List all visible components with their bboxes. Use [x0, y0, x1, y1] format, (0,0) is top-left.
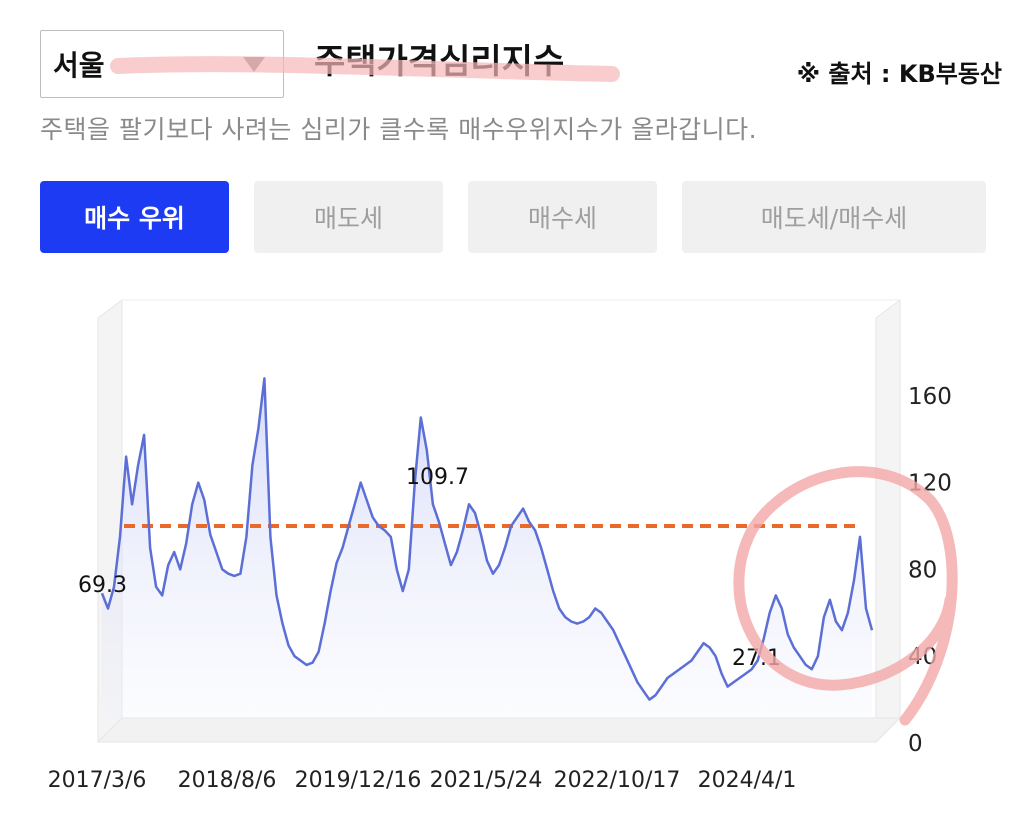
tab-buy-dominance[interactable]: 매수 우위	[40, 181, 229, 253]
x-tick-label: 2018/8/6	[178, 768, 277, 793]
y-tick-label: 80	[908, 557, 937, 583]
source-note: ※ 출처 : KB부동산	[796, 60, 1002, 88]
series-line	[100, 377, 874, 701]
y-tick-label: 0	[908, 731, 923, 757]
title-underline-mark	[110, 56, 620, 82]
x-tick-label: 2019/12/16	[295, 768, 422, 793]
tab-buy[interactable]: 매수세	[468, 181, 657, 253]
x-tick-label: 2017/3/6	[48, 768, 147, 793]
series-area	[102, 378, 872, 719]
data-label: 109.7	[406, 465, 469, 490]
tab-bar: 매수 우위 매도세 매수세 매도세/매수세	[0, 181, 1026, 253]
y-tick-label: 160	[908, 384, 952, 410]
page-subtitle: 주택을 팔기보다 사려는 심리가 클수록 매수우위지수가 올라갑니다.	[40, 115, 758, 144]
tab-sell-buy[interactable]: 매도세/매수세	[682, 181, 986, 253]
region-select-value: 서울	[53, 49, 105, 82]
x-tick-label: 2024/4/1	[698, 768, 797, 793]
highlight-circle	[733, 466, 958, 726]
data-label: 69.3	[78, 573, 127, 598]
x-tick-label: 2022/10/17	[554, 768, 681, 793]
x-tick-label: 2021/5/24	[430, 768, 543, 793]
tab-sell[interactable]: 매도세	[254, 181, 443, 253]
